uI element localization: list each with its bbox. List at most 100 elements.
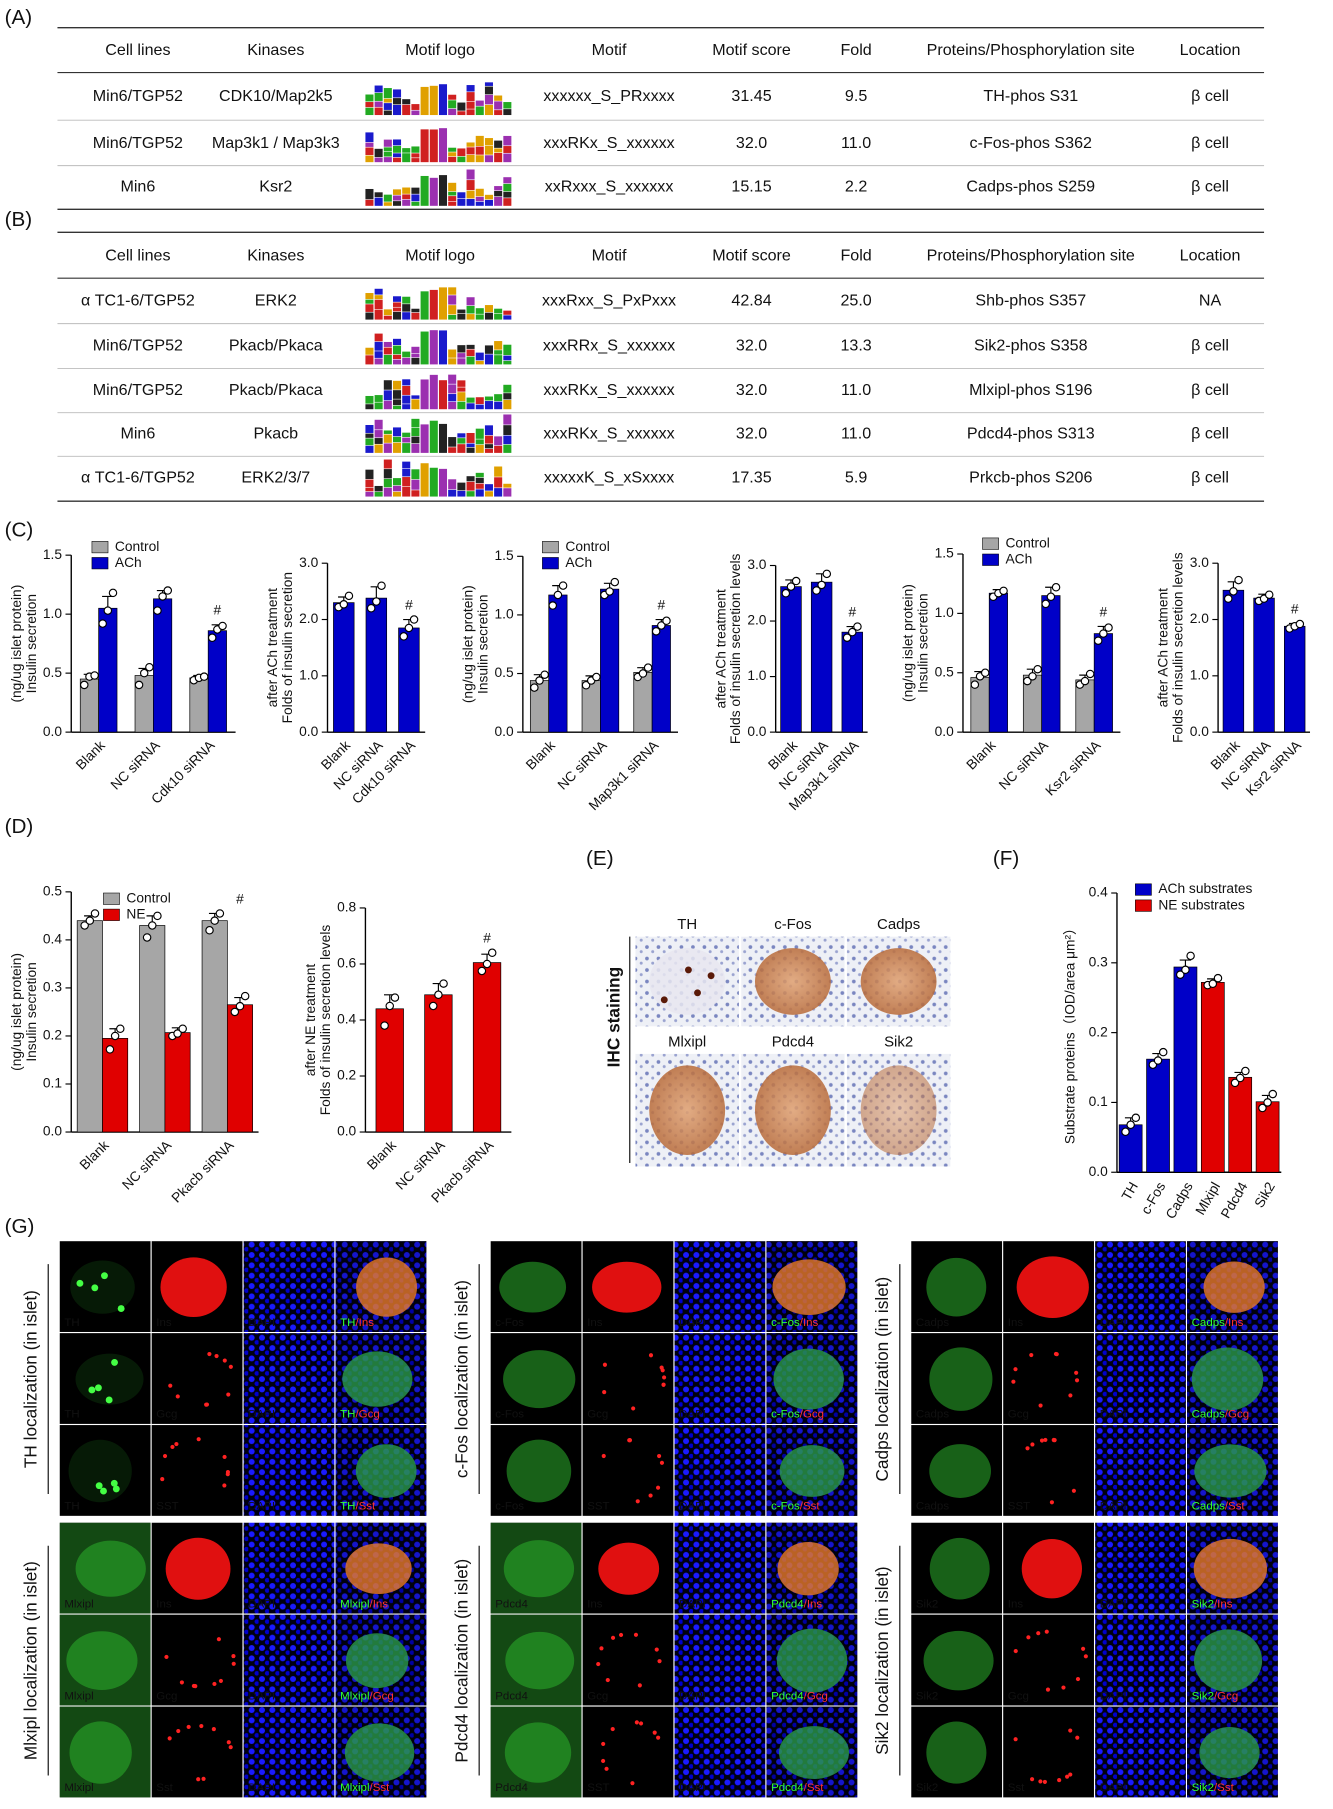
y-tick-label: 0.0 — [495, 724, 514, 739]
if-signal — [659, 1460, 665, 1465]
motif-logo-glyph — [494, 477, 503, 488]
bar — [651, 625, 671, 733]
motif-logo-glyph — [393, 145, 402, 153]
table-cell: Cadps-phos S259 — [966, 178, 1095, 196]
motif-logo-glyph — [383, 139, 392, 147]
if-image — [59, 1333, 151, 1424]
motif-logo-glyph — [393, 338, 402, 346]
legend-label: Control — [126, 890, 170, 905]
bar — [841, 631, 863, 733]
motif-logo-glyph — [503, 315, 512, 320]
motif-logo-glyph — [475, 428, 484, 439]
if-image — [243, 1425, 335, 1516]
data-point — [380, 1021, 389, 1030]
motif-logo-glyph — [393, 195, 402, 201]
table-cell: Ksr2 — [259, 178, 292, 196]
motif-logo-glyph — [494, 140, 503, 148]
motif-logo-glyph — [457, 490, 466, 497]
table-cell: β cell — [1191, 134, 1229, 152]
motif-logo-glyph — [457, 392, 466, 402]
bar — [164, 1032, 191, 1133]
motif-logo-glyph — [411, 110, 420, 116]
data-point — [651, 627, 661, 636]
y-tick-label: 1.0 — [1190, 667, 1209, 682]
motif-logo-glyph — [365, 355, 374, 365]
motif-logo-glyph — [383, 341, 392, 347]
y-axis-label: (ng/ug islet protein) — [901, 584, 916, 702]
data-point — [482, 959, 492, 969]
table-cell: CDK10/Map2k5 — [219, 87, 333, 105]
if-image — [674, 1333, 766, 1424]
motif-logo-glyph — [494, 394, 503, 402]
motif-logo-glyph — [365, 404, 374, 410]
legend-swatch — [982, 553, 999, 566]
if-label: DAPI — [1100, 1782, 1127, 1794]
motif-logo-glyph — [484, 138, 493, 146]
if-image — [1003, 1333, 1094, 1424]
motif-logo-glyph — [365, 479, 374, 488]
if-image — [582, 1706, 674, 1798]
motif-logo-glyph — [393, 139, 402, 146]
data-point — [145, 662, 154, 672]
motif-logo-glyph — [402, 99, 411, 105]
y-tick-label: 1.0 — [747, 668, 766, 683]
if-signal — [94, 1384, 102, 1392]
table-cell: Min6 — [120, 178, 155, 196]
if-side-label: c-Fos localization (in islet) — [452, 1280, 472, 1478]
if-signal — [592, 1261, 662, 1313]
data-point — [153, 911, 162, 921]
if-image — [674, 1706, 766, 1798]
motif-logo-glyph — [438, 423, 448, 453]
motif-logo-glyph — [494, 350, 503, 355]
if-label-part: /Gcg — [355, 1409, 379, 1421]
data-point — [210, 916, 219, 925]
motif-logo-glyph — [374, 192, 383, 198]
if-label: Sik2/Sst — [1192, 1782, 1235, 1794]
if-signal — [222, 1483, 227, 1488]
table-cell: Min6/TGP52 — [93, 87, 183, 105]
if-label-part: /Sst — [1225, 1501, 1246, 1513]
motif-logo-glyph — [393, 302, 402, 307]
motif-logo-glyph — [374, 485, 383, 492]
y-tick-label: 1.0 — [495, 607, 514, 622]
if-label-part: /Sst — [1214, 1782, 1235, 1794]
data-point — [409, 615, 419, 624]
motif-logo-glyph — [429, 330, 438, 365]
panel-label: (C) — [5, 518, 34, 541]
significance-mark: # — [848, 604, 856, 619]
y-tick-label: 2.0 — [299, 611, 318, 626]
motif-logo-glyph — [466, 397, 475, 403]
motif-logo-glyph — [402, 395, 411, 404]
data-point — [1186, 951, 1195, 961]
if-label: Gcg — [587, 1690, 608, 1702]
motif-logo-glyph — [429, 129, 438, 163]
if-image — [1003, 1706, 1094, 1798]
if-label: SST — [587, 1782, 609, 1794]
if-signal — [1199, 1727, 1260, 1779]
data-point — [970, 680, 980, 689]
data-point — [781, 589, 791, 598]
bar — [139, 925, 166, 1133]
if-signal — [1075, 1677, 1081, 1682]
if-label: Pdcd4/Gcg — [771, 1690, 828, 1702]
motif-logo-glyph — [365, 94, 374, 102]
if-label: SST — [587, 1501, 609, 1513]
if-image — [151, 1333, 243, 1424]
table-cell: Min6/TGP52 — [93, 336, 183, 354]
motif-logo-glyph — [393, 157, 402, 163]
legend-swatch — [91, 541, 109, 554]
if-signal — [345, 1543, 412, 1595]
motif-logo-glyph — [411, 153, 420, 158]
if-signal — [212, 1681, 217, 1687]
if-signal — [659, 1365, 664, 1370]
motif-logo-glyph — [411, 104, 420, 110]
motif-logo-glyph — [466, 356, 475, 365]
ihc-islet — [860, 1065, 937, 1156]
y-tick-label: 1.0 — [43, 606, 62, 621]
data-point — [1223, 594, 1233, 603]
y-tick-label: 0.5 — [495, 665, 514, 680]
y-tick-label: 0.3 — [43, 980, 62, 995]
bar — [780, 586, 802, 733]
motif-logo-glyph — [448, 489, 457, 497]
panel-label: (D) — [5, 815, 34, 838]
